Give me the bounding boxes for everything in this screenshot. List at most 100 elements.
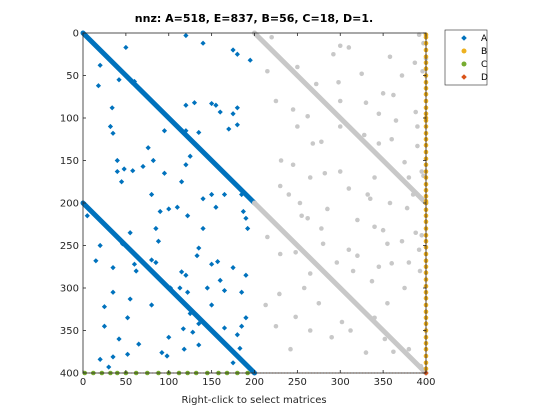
point-a — [196, 342, 202, 348]
point-a — [200, 196, 206, 202]
point-e — [290, 162, 296, 168]
point-e — [415, 143, 420, 149]
point-a — [106, 364, 112, 370]
point-e — [337, 124, 343, 129]
legend-box — [444, 29, 488, 86]
point-a — [116, 77, 122, 83]
point-a — [196, 245, 202, 251]
point-a — [190, 329, 196, 335]
point-e — [406, 175, 412, 180]
point-a — [164, 353, 170, 359]
point-a — [101, 323, 108, 329]
point-a — [97, 62, 103, 68]
point-e — [319, 226, 324, 231]
point-e — [369, 278, 375, 284]
legend-marker — [461, 35, 467, 41]
point-e — [387, 54, 393, 60]
point-a — [127, 296, 133, 302]
point-e — [419, 169, 425, 174]
x-axis-ticks: 0 50 100 150 200 250 300 350 400 — [80, 33, 436, 388]
point-a — [179, 298, 185, 304]
point-e — [325, 206, 330, 212]
x-tick-label: 200 — [245, 377, 264, 388]
point-e — [293, 314, 298, 320]
point-a — [149, 257, 155, 263]
point-e — [399, 238, 405, 244]
legend-entry-a[interactable]: A — [461, 34, 488, 44]
point-a — [183, 272, 189, 278]
point-e — [269, 34, 274, 40]
point-a — [230, 360, 236, 366]
point-e — [329, 335, 334, 340]
point-a — [230, 265, 236, 271]
point-e — [290, 107, 296, 112]
point-e — [361, 132, 367, 138]
point-a — [213, 204, 219, 210]
legend-entry-d[interactable]: D — [461, 73, 488, 83]
legend-entry-b[interactable]: B — [461, 47, 488, 57]
diagonal-band-a-1 — [80, 30, 257, 206]
point-a — [243, 215, 249, 221]
point-e — [367, 196, 373, 202]
point-a — [185, 213, 191, 219]
x-tick-label: 100 — [159, 377, 178, 388]
point-a — [140, 163, 146, 170]
point-a — [200, 225, 206, 232]
x-tick-label: 0 — [80, 377, 86, 388]
diagonal-band-e-3 — [252, 30, 429, 206]
point-e — [372, 315, 377, 321]
point-a — [183, 102, 189, 108]
point-a — [149, 191, 155, 198]
point-a — [153, 225, 159, 232]
point-e — [260, 39, 266, 44]
point-a — [247, 57, 253, 63]
point-e — [372, 175, 377, 180]
point-e — [293, 250, 298, 255]
point-a — [221, 191, 228, 198]
point-e — [265, 234, 270, 240]
point-a — [209, 100, 215, 107]
point-a — [116, 336, 122, 342]
point-e — [382, 336, 388, 342]
point-a — [209, 191, 215, 198]
point-a — [230, 111, 236, 117]
point-a — [123, 44, 129, 51]
point-e — [376, 111, 382, 117]
point-e — [273, 98, 279, 104]
point-a — [107, 123, 114, 130]
point-e — [402, 285, 407, 291]
point-e — [399, 73, 405, 78]
point-e — [416, 32, 422, 37]
point-e — [350, 268, 356, 274]
point-a — [149, 302, 155, 308]
point-e — [295, 124, 300, 129]
point-a — [221, 325, 228, 331]
point-a — [234, 122, 240, 128]
point-e — [337, 43, 343, 49]
point-e — [337, 169, 343, 174]
point-a — [234, 332, 240, 338]
point-a — [97, 242, 103, 249]
point-e — [299, 213, 304, 219]
point-e — [389, 261, 395, 266]
point-a — [243, 361, 249, 368]
legend-entry-c[interactable]: C — [461, 60, 488, 70]
point-a — [145, 145, 151, 151]
point-e — [346, 247, 352, 253]
point-e — [413, 109, 419, 115]
point-e — [406, 346, 412, 352]
point-a — [114, 168, 120, 175]
point-a — [183, 162, 189, 168]
y-tick-label: 0 — [73, 29, 79, 40]
point-a — [200, 40, 206, 46]
point-a — [109, 105, 115, 111]
point-e — [346, 45, 352, 50]
point-a — [118, 179, 125, 185]
point-a — [234, 105, 240, 111]
point-a — [114, 157, 120, 164]
y-tick-label: 400 — [60, 369, 79, 380]
data-points — [82, 32, 429, 376]
point-a — [239, 191, 245, 198]
